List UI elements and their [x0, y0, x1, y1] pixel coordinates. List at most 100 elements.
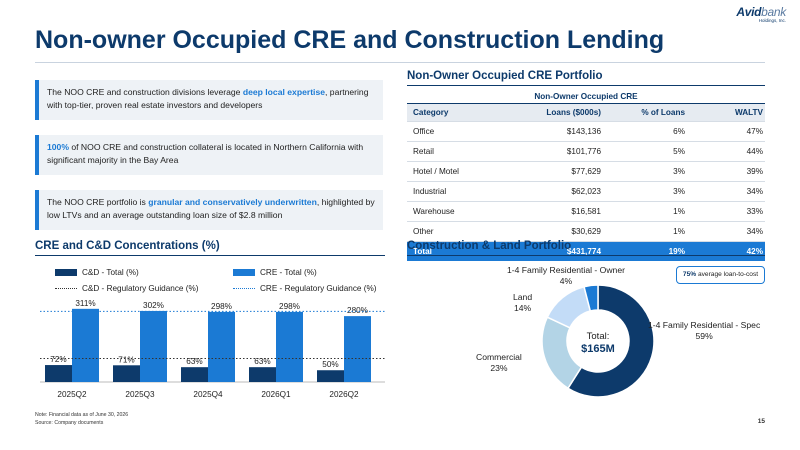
bar-cre-total [276, 311, 303, 382]
callout-highlight: 100% [47, 142, 69, 152]
callout-text: , partnering with top-tier, proven real … [47, 87, 369, 110]
loan-to-cost-badge: 75% average loan-to-cost [676, 266, 765, 284]
bar-cre-total [140, 310, 167, 382]
callout-text: of NOO CRE and construction collateral i… [47, 142, 364, 165]
table-row: Hotel / Motel $77,629 3% 39% [407, 162, 765, 182]
data-label-cre: 298% [279, 302, 300, 311]
cell-pct: 1% [673, 207, 685, 216]
footnote: Note: Financial data as of June 30, 2026… [35, 412, 128, 427]
callout-text: , highlighted by low LTVs and an average… [47, 197, 375, 220]
cell-waltv: 47% [746, 127, 763, 136]
data-label-cre: 302% [143, 301, 164, 310]
table-caption: Non-Owner Occupied CRE [407, 91, 765, 104]
callout-highlight: deep local expertise [242, 87, 326, 97]
legend-cre-total: CRE - Total (%) [233, 268, 317, 277]
legend-label: CRE - Total (%) [260, 268, 317, 277]
cell-waltv: 39% [746, 167, 763, 176]
cell-waltv: 44% [746, 147, 763, 156]
legend-swatch [233, 288, 255, 289]
bar-cd-total [317, 370, 344, 382]
data-label-cd: 50% [322, 360, 338, 369]
donut-slice-commercial [541, 316, 583, 390]
bar-cd-total [249, 367, 276, 382]
cell-total-loans: $431,774 [566, 247, 601, 256]
x-tick-label: 2025Q2 [57, 390, 87, 399]
legend-label: CRE - Regulatory Guidance (%) [260, 284, 377, 293]
data-label-cd: 63% [254, 357, 270, 366]
slice-name: 1-4 Family Residential - Spec [648, 320, 761, 330]
bar-cd-total [45, 365, 72, 382]
cell-loans: $77,629 [571, 167, 601, 176]
cell-waltv: 34% [746, 187, 763, 196]
slice-name: 1-4 Family Residential - Owner [507, 265, 625, 275]
donut-slice-spec [566, 284, 655, 398]
col-header-category: Category [413, 108, 449, 117]
cell-category: Hotel / Motel [413, 167, 459, 176]
x-tick-label: 2025Q3 [125, 390, 155, 399]
cell-category: Other [413, 227, 434, 236]
data-label-cd: 71% [118, 355, 134, 364]
bar-cre-total [72, 308, 99, 382]
donut-center-label: Total: [587, 331, 610, 342]
footnote-source: Source: Company documents [35, 419, 104, 426]
slice-name: Land [513, 292, 533, 302]
bar-cre-total [344, 316, 371, 382]
data-label-cre: 298% [211, 302, 232, 311]
slice-value: 59% [695, 331, 713, 341]
concentrations-rule [35, 255, 385, 256]
data-label-cd: 72% [50, 355, 66, 364]
donut-label-commercial: Commercial 23% [476, 352, 522, 374]
table-row: Industrial $62,023 3% 34% [407, 182, 765, 202]
col-header-loans: Loans ($000s) [546, 108, 601, 117]
badge-value: 75% [682, 271, 697, 278]
construction-rule [407, 255, 765, 256]
table-total-row: Total $431,774 19% 42% [407, 242, 765, 261]
concentrations-title: CRE and C&D Concentrations (%) [35, 240, 220, 252]
cell-category: Retail [413, 147, 434, 156]
table-header-row: Category Loans ($000s) % of Loans WALTV [407, 104, 765, 122]
donut-slice-owner [583, 284, 599, 312]
footnote-note: Note: Financial data as of June 30, 2026 [35, 412, 129, 418]
cell-pct: 5% [673, 147, 685, 156]
callout-local-expertise: The NOO CRE and construction divisions l… [35, 80, 383, 120]
data-label-cre: 280% [347, 306, 368, 315]
cell-pct: 3% [673, 187, 685, 196]
logo-subtitle: Holdings, Inc. [758, 18, 786, 23]
bar-cre-total [208, 311, 235, 382]
x-tick-label: 2026Q2 [329, 390, 359, 399]
noo-portfolio-title: Non-Owner Occupied CRE Portfolio [407, 70, 603, 82]
slice-name: Commercial [476, 352, 522, 362]
title-divider [35, 62, 765, 63]
cell-category: Warehouse [413, 207, 455, 216]
bar-cd-total [181, 367, 208, 382]
cell-loans: $30,629 [571, 227, 601, 236]
donut-label-land: Land 14% [513, 292, 532, 314]
cell-category: Office [413, 127, 435, 136]
noo-portfolio-rule [407, 85, 765, 86]
page-title: Non-owner Occupied CRE and Construction … [35, 26, 665, 54]
data-label-cre: 311% [75, 299, 95, 308]
donut-label-owner: 1-4 Family Residential - Owner 4% [507, 265, 625, 287]
cell-waltv: 34% [746, 227, 763, 236]
legend-label: C&D - Regulatory Guidance (%) [82, 284, 199, 293]
table-row: Warehouse $16,581 1% 33% [407, 202, 765, 222]
logo-brand-light: bank [761, 5, 786, 19]
table-row: Other $30,629 1% 34% [407, 222, 765, 242]
x-tick-label: 2025Q4 [193, 390, 223, 399]
legend-cd-total: C&D - Total (%) [55, 268, 139, 277]
cell-total-pct: 19% [668, 247, 685, 256]
company-logo: Avidbank Holdings, Inc. [736, 6, 786, 24]
cell-loans: $62,023 [571, 187, 601, 196]
bar-cd-total [113, 365, 140, 382]
slice-value: 14% [513, 303, 532, 313]
legend-swatch [55, 269, 77, 276]
page-number: 15 [757, 418, 765, 425]
construction-donut-chart: Total:$165M [541, 284, 655, 398]
cell-pct: 3% [673, 167, 685, 176]
noo-cre-table: Non-Owner Occupied CRE Category Loans ($… [407, 91, 765, 261]
concentrations-bar-chart: 72% 311% 2025Q2 71% 302% 2025Q3 63% 298% 2025Q4 6… [40, 299, 385, 399]
cell-total-label: Total [413, 247, 432, 256]
cell-waltv: 33% [746, 207, 763, 216]
data-label-cd: 63% [186, 357, 202, 366]
cell-loans: $101,776 [566, 147, 601, 156]
